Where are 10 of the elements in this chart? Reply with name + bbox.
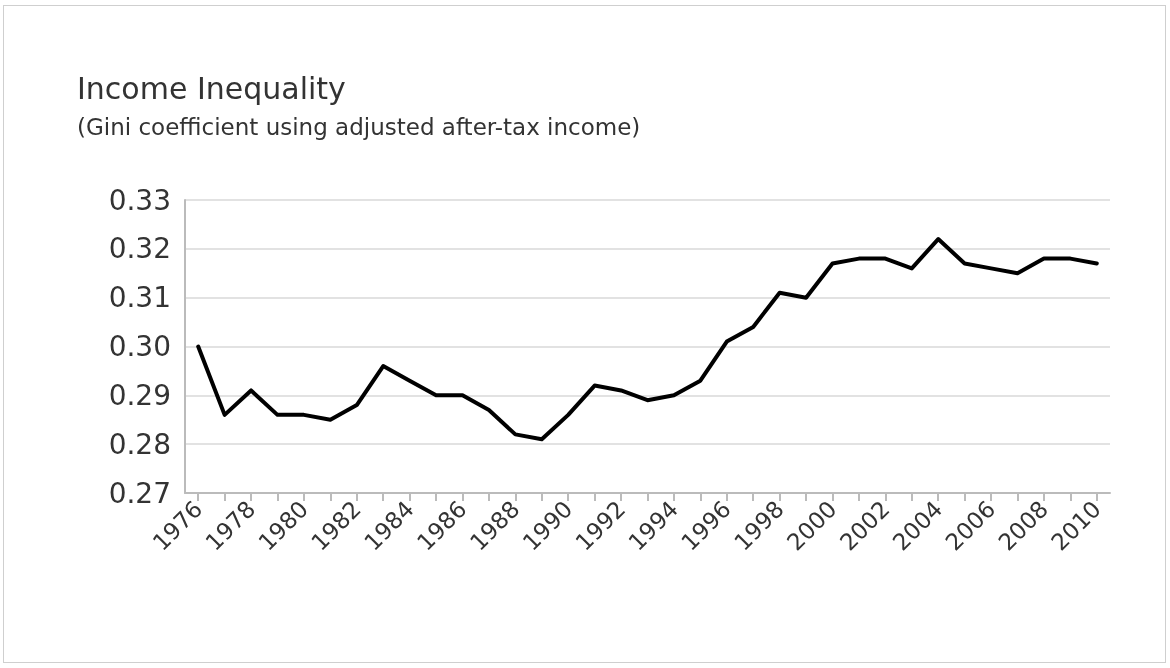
- y-tick-label: 0.32: [108, 232, 171, 266]
- y-tick-label: 0.29: [108, 378, 171, 412]
- chart-subtitle: (Gini coefficient using adjusted after-tax income): [77, 113, 641, 140]
- y-tick-label: 0.31: [108, 281, 171, 315]
- y-tick-label: 0.33: [108, 183, 171, 217]
- chart-title: Income Inequality: [77, 70, 346, 106]
- y-tick-label: 0.28: [108, 427, 171, 461]
- y-tick-label: 0.27: [108, 476, 171, 510]
- y-tick-label: 0.30: [108, 330, 171, 363]
- line-series: [196, 237, 1099, 442]
